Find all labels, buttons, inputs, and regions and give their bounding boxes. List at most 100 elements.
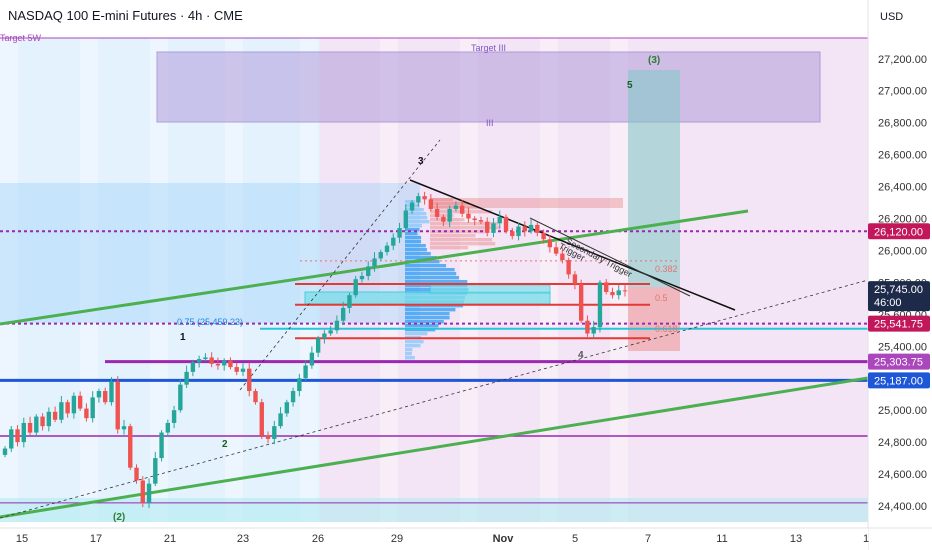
candle-body[interactable] [15, 429, 19, 442]
candle-body[interactable] [172, 410, 176, 423]
candle-body[interactable] [153, 458, 157, 484]
candle-body[interactable] [341, 308, 345, 321]
candle-body[interactable] [491, 223, 495, 233]
candle-body[interactable] [504, 217, 508, 231]
candle-body[interactable] [604, 282, 608, 292]
candle-body[interactable] [328, 330, 332, 333]
candle-body[interactable] [103, 391, 107, 402]
candle-body[interactable] [59, 402, 63, 420]
candle-body[interactable] [429, 199, 433, 209]
candle-body[interactable] [109, 381, 113, 402]
candle-body[interactable] [90, 397, 94, 418]
candle-body[interactable] [460, 206, 464, 214]
candle-body[interactable] [585, 321, 589, 334]
candle-body[interactable] [573, 274, 577, 284]
candle-body[interactable] [3, 449, 7, 455]
candle-body[interactable] [166, 423, 170, 433]
candle-body[interactable] [360, 276, 364, 279]
candle-body[interactable] [397, 228, 401, 238]
candle-body[interactable] [485, 222, 489, 233]
candle-body[interactable] [266, 436, 270, 439]
candle-body[interactable] [310, 353, 314, 366]
candle-body[interactable] [272, 426, 276, 439]
candle-body[interactable] [159, 433, 163, 459]
candle-body[interactable] [128, 426, 132, 468]
candle-body[interactable] [134, 468, 138, 481]
candle-body[interactable] [523, 226, 527, 231]
candle-body[interactable] [560, 254, 564, 260]
candle-body[interactable] [498, 217, 502, 223]
candle-body[interactable] [216, 364, 220, 366]
candle-body[interactable] [297, 378, 301, 391]
candle-body[interactable] [447, 209, 451, 222]
candle-body[interactable] [610, 292, 614, 295]
candle-body[interactable] [47, 412, 51, 426]
candle-body[interactable] [510, 231, 514, 236]
candle-body[interactable] [178, 385, 182, 411]
candle-body[interactable] [535, 225, 539, 233]
candle-body[interactable] [473, 219, 477, 221]
candle-body[interactable] [34, 417, 38, 433]
candle-body[interactable] [479, 220, 483, 222]
candle-body[interactable] [9, 429, 13, 448]
candle-body[interactable] [579, 284, 583, 321]
candle-body[interactable] [209, 357, 213, 363]
candle-body[interactable] [441, 217, 445, 222]
candle-body[interactable] [203, 357, 207, 359]
candle-body[interactable] [141, 480, 145, 502]
candle-body[interactable] [291, 391, 295, 402]
candle-body[interactable] [410, 203, 414, 211]
candle-body[interactable] [72, 396, 76, 414]
candle-body[interactable] [385, 246, 389, 252]
candle-body[interactable] [541, 233, 545, 239]
candle-body[interactable] [303, 365, 307, 378]
candle-body[interactable] [235, 367, 239, 372]
candle-body[interactable] [147, 484, 151, 503]
candle-body[interactable] [335, 321, 339, 331]
candle-body[interactable] [222, 361, 226, 366]
candle-body[interactable] [435, 209, 439, 217]
candle-body[interactable] [78, 396, 82, 409]
candle-body[interactable] [422, 196, 426, 199]
candle-body[interactable] [529, 225, 533, 231]
candle-body[interactable] [322, 334, 326, 339]
candle-body[interactable] [566, 260, 570, 274]
candle-body[interactable] [347, 295, 351, 308]
candle-body[interactable] [316, 338, 320, 352]
candle-body[interactable] [28, 423, 32, 433]
candle-body[interactable] [454, 206, 458, 209]
candle-body[interactable] [197, 359, 201, 362]
candle-body[interactable] [379, 252, 383, 258]
candle-body[interactable] [253, 391, 257, 402]
candle-body[interactable] [191, 362, 195, 372]
candle-body[interactable] [97, 391, 101, 397]
candle-body[interactable] [354, 279, 358, 295]
candle-body[interactable] [404, 211, 408, 229]
candle-body[interactable] [598, 282, 602, 327]
candle-body[interactable] [278, 413, 282, 426]
candle-body[interactable] [366, 266, 370, 276]
candle-body[interactable] [416, 196, 420, 202]
target-zone-box[interactable] [157, 52, 820, 122]
candle-body[interactable] [548, 239, 552, 247]
candle-body[interactable] [116, 381, 120, 429]
candle-body[interactable] [40, 417, 44, 427]
candle-body[interactable] [260, 402, 264, 436]
candle-body[interactable] [65, 402, 69, 413]
candle-body[interactable] [53, 412, 57, 420]
candle-body[interactable] [247, 369, 251, 391]
candle-body[interactable] [623, 290, 627, 291]
candle-body[interactable] [241, 369, 245, 372]
candle-body[interactable] [591, 327, 595, 333]
candle-body[interactable] [184, 372, 188, 385]
candle-body[interactable] [516, 226, 520, 236]
candle-body[interactable] [122, 426, 126, 429]
candle-body[interactable] [84, 409, 88, 419]
candle-body[interactable] [285, 402, 289, 413]
candle-body[interactable] [391, 238, 395, 246]
candle-body[interactable] [466, 214, 470, 219]
candle-body[interactable] [617, 290, 621, 295]
candle-body[interactable] [228, 361, 232, 367]
candle-body[interactable] [372, 258, 376, 266]
